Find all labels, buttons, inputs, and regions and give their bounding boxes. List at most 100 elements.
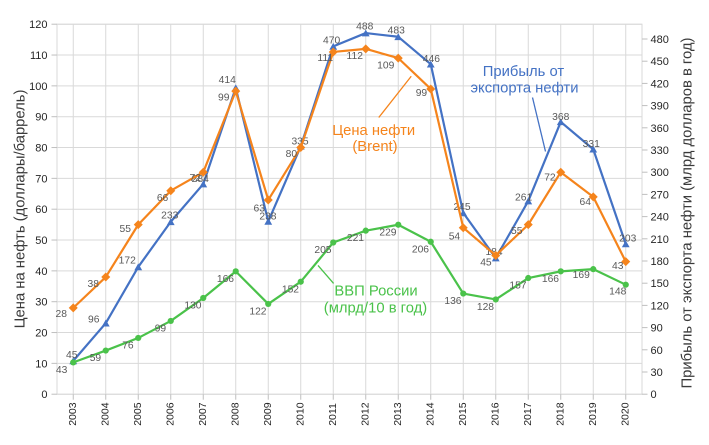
svg-text:43: 43 <box>56 365 68 376</box>
svg-text:157: 157 <box>509 281 526 292</box>
svg-text:2011: 2011 <box>327 403 339 426</box>
svg-text:483: 483 <box>388 26 405 37</box>
svg-text:(Brent): (Brent) <box>352 139 397 155</box>
svg-text:76: 76 <box>122 341 134 352</box>
svg-text:488: 488 <box>356 22 373 33</box>
svg-text:166: 166 <box>217 274 234 285</box>
svg-text:122: 122 <box>249 306 266 317</box>
svg-text:111: 111 <box>317 53 333 64</box>
svg-text:45: 45 <box>66 350 78 361</box>
svg-text:270: 270 <box>651 189 669 201</box>
svg-text:59: 59 <box>90 353 102 364</box>
svg-text:330: 330 <box>651 145 669 157</box>
svg-text:экспорта нефти: экспорта нефти <box>471 80 579 96</box>
svg-text:233: 233 <box>161 211 178 222</box>
svg-text:184: 184 <box>485 247 502 258</box>
svg-text:(млрд/10 в год): (млрд/10 в год) <box>324 301 428 317</box>
svg-text:64: 64 <box>580 197 592 208</box>
svg-text:2004: 2004 <box>99 402 111 426</box>
svg-text:99: 99 <box>155 323 167 334</box>
svg-text:2018: 2018 <box>554 402 566 426</box>
svg-text:390: 390 <box>651 101 669 113</box>
svg-text:0: 0 <box>651 389 657 401</box>
svg-text:148: 148 <box>609 286 626 297</box>
svg-text:136: 136 <box>444 296 461 307</box>
svg-text:2003: 2003 <box>67 402 79 426</box>
svg-text:120: 120 <box>651 300 669 312</box>
svg-text:261: 261 <box>515 192 532 203</box>
svg-text:55: 55 <box>120 224 132 235</box>
svg-text:128: 128 <box>477 302 494 313</box>
svg-text:60: 60 <box>651 345 663 357</box>
svg-text:284: 284 <box>192 174 209 185</box>
svg-text:38: 38 <box>88 279 100 290</box>
svg-text:2008: 2008 <box>229 402 241 426</box>
svg-text:72: 72 <box>544 172 556 183</box>
svg-text:Цена нефти: Цена нефти <box>332 123 415 139</box>
svg-text:Прибыль от экспорта нефти (млр: Прибыль от экспорта нефти (млрд долларов… <box>680 37 696 388</box>
svg-text:480: 480 <box>651 34 669 46</box>
svg-text:2013: 2013 <box>392 402 404 426</box>
svg-text:99: 99 <box>218 92 230 103</box>
svg-text:238: 238 <box>259 212 276 223</box>
svg-text:120: 120 <box>29 19 47 31</box>
svg-text:72: 72 <box>190 173 202 184</box>
svg-text:2009: 2009 <box>262 402 274 426</box>
svg-text:300: 300 <box>651 167 669 179</box>
svg-text:360: 360 <box>651 123 669 135</box>
svg-text:130: 130 <box>184 301 201 312</box>
svg-text:28: 28 <box>56 309 68 320</box>
svg-text:43: 43 <box>612 261 624 272</box>
svg-text:210: 210 <box>651 234 669 246</box>
svg-text:470: 470 <box>323 36 340 47</box>
svg-text:2017: 2017 <box>522 402 534 426</box>
svg-text:446: 446 <box>423 54 440 65</box>
svg-text:229: 229 <box>379 227 396 238</box>
svg-text:420: 420 <box>651 78 669 90</box>
svg-text:335: 335 <box>291 137 308 148</box>
svg-text:368: 368 <box>552 112 569 123</box>
svg-text:99: 99 <box>416 88 428 99</box>
svg-text:70: 70 <box>35 173 47 185</box>
svg-text:0: 0 <box>41 389 47 401</box>
svg-text:450: 450 <box>651 56 669 68</box>
svg-text:166: 166 <box>542 274 559 285</box>
svg-text:112: 112 <box>347 51 364 62</box>
svg-text:54: 54 <box>449 231 461 242</box>
svg-text:66: 66 <box>157 193 169 204</box>
svg-text:90: 90 <box>651 323 663 335</box>
svg-text:50: 50 <box>35 235 47 247</box>
svg-text:2020: 2020 <box>619 402 631 426</box>
svg-text:2007: 2007 <box>197 402 209 426</box>
svg-text:2010: 2010 <box>294 402 306 426</box>
svg-text:150: 150 <box>651 278 669 290</box>
svg-text:Цена на нефть (доллары/баррель: Цена на нефть (доллары/баррель) <box>13 90 29 329</box>
svg-text:20: 20 <box>35 328 47 340</box>
svg-text:96: 96 <box>88 314 100 325</box>
svg-text:Прибыль от: Прибыль от <box>483 64 565 80</box>
svg-text:30: 30 <box>35 297 47 309</box>
svg-text:45: 45 <box>480 257 492 268</box>
svg-text:245: 245 <box>453 202 470 213</box>
svg-text:172: 172 <box>119 256 136 267</box>
svg-text:152: 152 <box>282 284 299 295</box>
svg-text:109: 109 <box>377 60 394 71</box>
svg-text:205: 205 <box>314 245 331 256</box>
svg-text:100: 100 <box>29 81 47 93</box>
svg-text:221: 221 <box>347 233 364 244</box>
svg-text:63: 63 <box>254 204 266 215</box>
svg-text:331: 331 <box>583 139 600 150</box>
svg-text:2015: 2015 <box>457 402 469 426</box>
svg-text:203: 203 <box>619 234 636 245</box>
svg-text:90: 90 <box>35 112 47 124</box>
svg-text:110: 110 <box>30 50 48 62</box>
svg-text:55: 55 <box>511 226 523 237</box>
svg-text:206: 206 <box>412 244 429 255</box>
svg-text:30: 30 <box>651 367 663 379</box>
svg-text:60: 60 <box>35 204 47 216</box>
svg-text:169: 169 <box>573 270 590 281</box>
svg-text:ВВП России: ВВП России <box>334 283 417 299</box>
svg-text:40: 40 <box>35 266 47 278</box>
svg-text:414: 414 <box>219 75 236 86</box>
svg-text:180: 180 <box>651 256 669 268</box>
